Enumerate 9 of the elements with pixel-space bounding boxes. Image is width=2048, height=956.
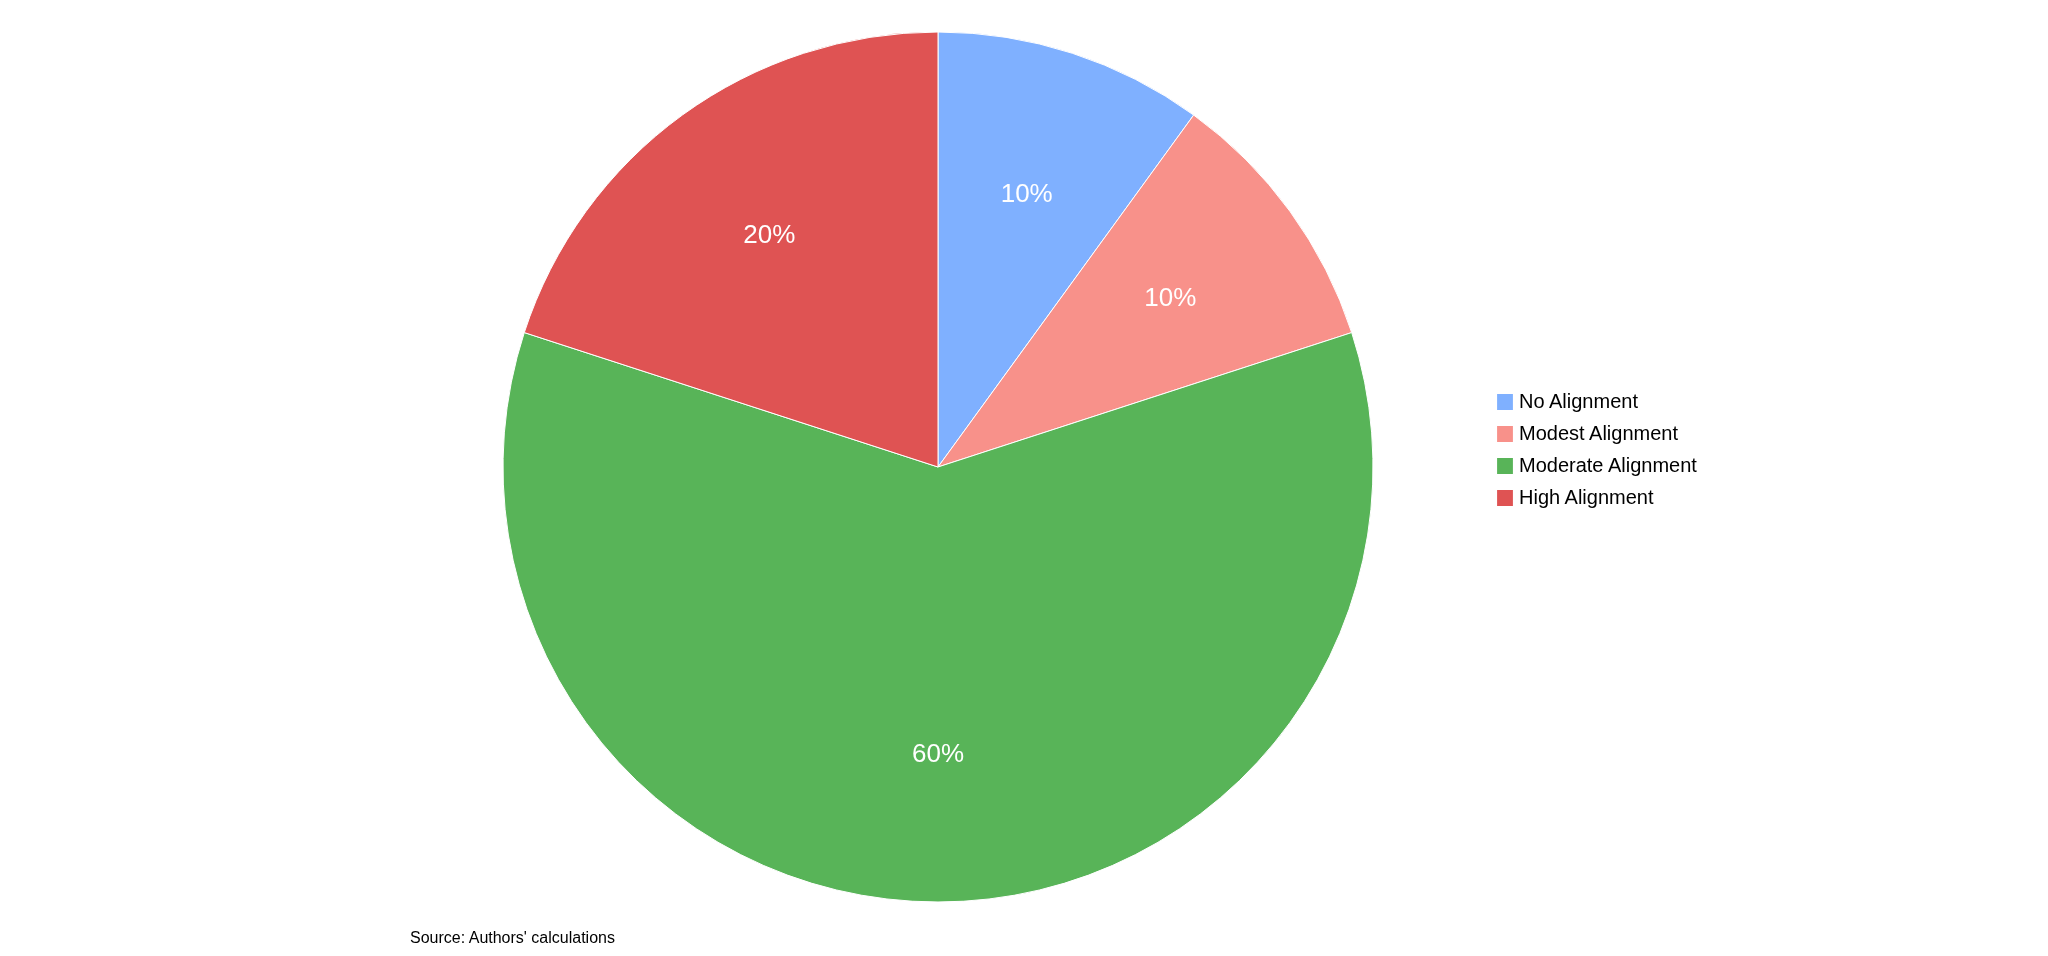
legend-label: High Alignment: [1519, 486, 1654, 508]
legend-label: Moderate Alignment: [1519, 454, 1698, 476]
data-label: 10%: [1144, 282, 1197, 313]
legend-label: No Alignment: [1519, 390, 1639, 412]
data-label: 10%: [1000, 177, 1053, 208]
data-label: 20%: [743, 218, 796, 249]
source-note: Source: Authors' calculations: [410, 929, 615, 946]
legend-label: Modest Alignment: [1519, 422, 1679, 444]
data-label: 60%: [911, 738, 965, 769]
